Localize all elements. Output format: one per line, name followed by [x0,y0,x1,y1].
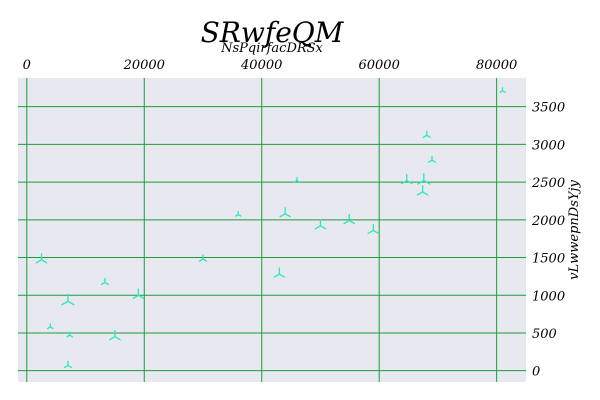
x-tick-label: 0 [23,58,31,73]
y-tick-label: 500 [532,327,557,342]
data-point [417,172,431,185]
data-point [314,219,327,230]
data-point [132,288,145,299]
y-tick-labels: 0 500 1000 1500 2000 2500 3000 3500 [531,101,565,380]
data-point [416,185,429,196]
plot-area [18,78,526,382]
y-tick-label: 1500 [532,252,565,267]
data-point [273,267,286,278]
y-tick-label: 2000 [531,214,565,229]
data-point [343,213,356,225]
data-point [427,155,437,163]
x-tick-label: 60000 [358,58,399,73]
data-point [47,323,54,330]
data-point [109,330,121,341]
data-point [35,253,48,264]
data-point [198,254,208,262]
data-point [100,277,110,286]
y-tick-label: 3500 [532,101,565,116]
y-tick-label: 3000 [532,138,565,153]
chart-title: SRwfeQM [201,16,345,49]
data-points [35,87,506,369]
data-point [400,173,413,185]
y-axis-label: vLwwepnDsYjy [567,180,582,280]
data-point [61,293,75,306]
x-tick-labels: 0 20000 40000 60000 80000 [23,58,518,73]
data-point [279,207,292,218]
data-point [66,331,73,338]
x-tick-label: 20000 [123,58,165,73]
x-tick-label: 80000 [476,58,517,73]
grid [18,78,526,382]
data-point [293,176,301,183]
y-tick-label: 2500 [531,176,565,191]
data-point [234,210,242,217]
y-tick-label: 0 [532,365,540,380]
data-point [422,130,431,138]
data-point [63,360,73,369]
data-point [367,223,380,235]
x-tick-label: 40000 [240,58,282,73]
y-tick-label: 1000 [532,289,565,304]
chart-subtitle: NsPqirfacDRSx [220,41,323,56]
data-point [499,87,506,93]
